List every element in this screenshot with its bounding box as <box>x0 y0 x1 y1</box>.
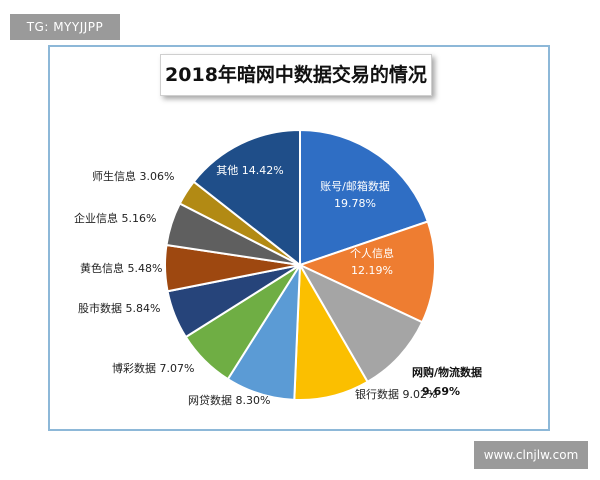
pie-slice <box>297 220 436 324</box>
slice-label: 账号/邮箱数据 <box>320 179 390 193</box>
slice-label: 黄色信息 5.48% <box>80 261 162 275</box>
slice-label: 师生信息 3.06% <box>92 169 174 183</box>
pie-slice <box>299 128 430 267</box>
pie-slice <box>192 128 301 268</box>
slice-value: 9.69% <box>422 385 460 398</box>
slice-label: 银行数据 9.02% <box>355 387 437 401</box>
watermark-bottom: www.clnjlw.com <box>474 441 588 469</box>
slice-label: 网购/物流数据 <box>412 365 482 379</box>
slice-label: 博彩数据 7.07% <box>112 361 194 375</box>
slice-label: 股市数据 5.84% <box>78 301 160 315</box>
slice-value: 12.19% <box>351 264 393 277</box>
watermark-top: TG: MYYJJPP <box>10 14 120 40</box>
slice-label: 企业信息 5.16% <box>74 211 156 225</box>
slice-value: 19.78% <box>334 197 376 210</box>
slice-label: 网贷数据 8.30% <box>188 393 270 407</box>
slice-label: 其他 14.42% <box>216 164 283 177</box>
slice-label: 个人信息 <box>350 246 394 260</box>
chart-title: 2018年暗网中数据交易的情况 <box>160 54 432 96</box>
pie-slice <box>297 262 424 384</box>
